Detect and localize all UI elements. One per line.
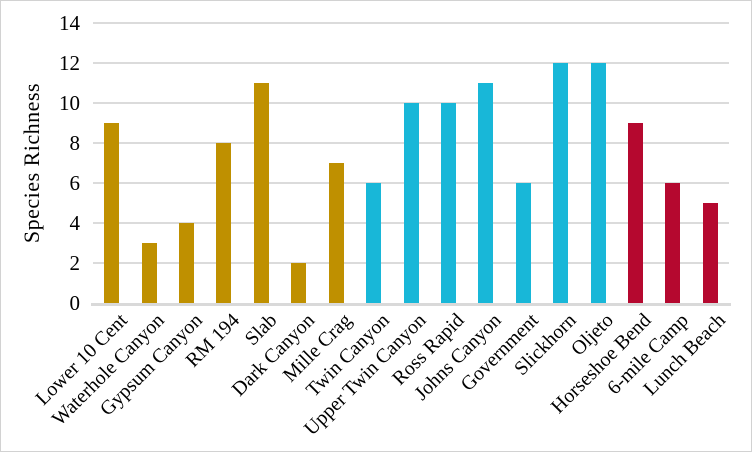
bar-ross-rapid xyxy=(440,103,456,303)
bar-government xyxy=(515,183,531,303)
bar-oljeto xyxy=(590,63,606,303)
bar-slab xyxy=(253,83,269,303)
y-tick-label: 8 xyxy=(69,131,81,155)
y-tick-label: 2 xyxy=(69,251,81,275)
bar-horseshoe-bend xyxy=(627,123,643,303)
y-tick-label: 6 xyxy=(69,171,81,195)
bar-gypsum-canyon xyxy=(179,223,195,303)
bar-lunch-beach xyxy=(702,203,718,303)
bar-waterhole-canyon xyxy=(141,243,157,303)
y-tick-label: 4 xyxy=(69,211,81,235)
bar-twin-canyon xyxy=(366,183,382,303)
bar-rm-194 xyxy=(216,143,232,303)
bar-johns-canyon xyxy=(478,83,494,303)
bar-mille-crag xyxy=(328,163,344,303)
y-tick-label: 12 xyxy=(59,51,80,75)
x-axis-line xyxy=(91,303,731,306)
y-tick-label: 14 xyxy=(59,11,80,35)
bar-dark-canyon xyxy=(291,263,307,303)
gridline xyxy=(93,22,729,24)
bar-6-mile-camp xyxy=(665,183,681,303)
bar-slickhorn xyxy=(553,63,569,303)
y-tick-label: 10 xyxy=(59,91,80,115)
bar-upper-twin-canyon xyxy=(403,103,419,303)
gridline xyxy=(93,62,729,64)
y-tick-label: 0 xyxy=(69,291,81,315)
bar-lower-10-cent xyxy=(104,123,120,303)
